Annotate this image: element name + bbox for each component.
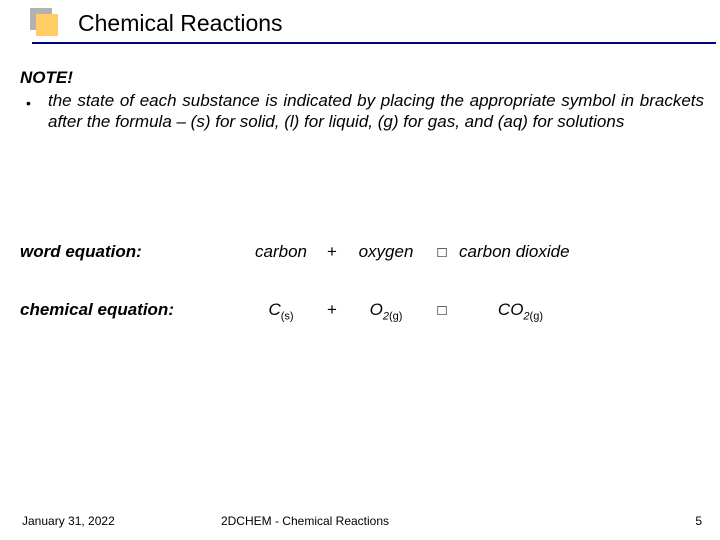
word-reactant-2: oxygen bbox=[347, 242, 425, 262]
word-equation-label: word equation: bbox=[20, 242, 245, 262]
slide-title: Chemical Reactions bbox=[78, 10, 283, 37]
chem-reactant-2: O2(g) bbox=[347, 300, 425, 322]
title-rule bbox=[32, 42, 716, 44]
footer-page-number: 5 bbox=[695, 514, 702, 528]
bullet-row: • the state of each substance is indicat… bbox=[20, 90, 704, 133]
chemical-equation-label: chemical equation: bbox=[20, 300, 245, 320]
chemical-equation-row: chemical equation: C(s) + O2(g) □ CO2(g) bbox=[20, 300, 704, 322]
bullet-marker: • bbox=[20, 90, 48, 133]
decor-square-front bbox=[36, 14, 58, 36]
chem-reactant-1: C(s) bbox=[245, 300, 317, 322]
word-reactant-1: carbon bbox=[245, 242, 317, 262]
word-product: carbon dioxide bbox=[459, 242, 570, 262]
bullet-text: the state of each substance is indicated… bbox=[48, 90, 704, 133]
slide: Chemical Reactions NOTE! • the state of … bbox=[0, 0, 720, 540]
slide-body: NOTE! • the state of each substance is i… bbox=[20, 68, 704, 133]
note-heading: NOTE! bbox=[20, 68, 704, 88]
slide-header: Chemical Reactions bbox=[0, 6, 720, 52]
chem-arrow: □ bbox=[425, 302, 459, 319]
word-arrow: □ bbox=[425, 244, 459, 261]
word-equation-row: word equation: carbon + oxygen □ carbon … bbox=[20, 242, 704, 262]
chem-plus: + bbox=[317, 300, 347, 320]
word-plus: + bbox=[317, 242, 347, 262]
chem-product: CO2(g) bbox=[459, 300, 549, 322]
footer-center: 2DCHEM - Chemical Reactions bbox=[221, 514, 389, 528]
